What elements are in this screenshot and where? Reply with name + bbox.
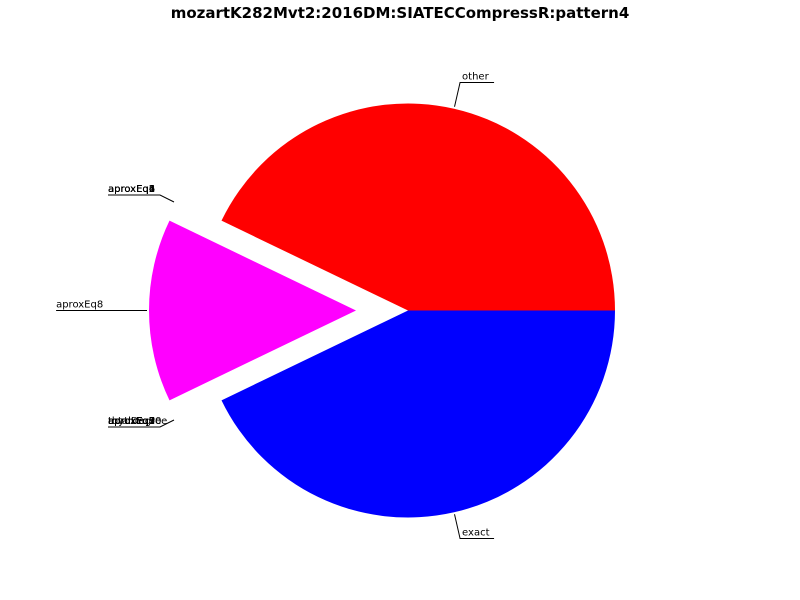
pie-slice-other xyxy=(221,103,615,311)
pie-slice-exact xyxy=(221,310,615,518)
upper-stack-label-aproxeq4-0: aproxEq4 xyxy=(108,184,155,195)
pie-slices xyxy=(149,103,615,518)
lower-stack-label-aproxeq7-5: aproxEq7 xyxy=(108,416,155,427)
lower-stack-label-aproxeq3-3: aproxEq3 xyxy=(108,416,155,427)
chart-title: mozartK282Mvt2:2016DM:SIATECCompressR:pa… xyxy=(170,4,630,22)
pie-slice-aproxeq8 xyxy=(149,220,356,401)
pie-label-aproxeq8: aproxEq8 xyxy=(56,300,103,311)
upper-stack-label-aproxeq1-1: aproxEq1 xyxy=(108,184,155,195)
lower-stack-label-aproxeq5-4: aproxEq5 xyxy=(108,416,155,427)
pie-label-other: other xyxy=(462,71,490,82)
lower-stack-label-rhythm-1: rhythm xyxy=(108,416,144,427)
upper-stack-label-aproxeq2-2: aproxEq2 xyxy=(108,184,155,195)
lower-stack-leader xyxy=(108,419,175,428)
leader-line-exact xyxy=(454,514,495,540)
upper-stack-leader xyxy=(108,194,175,203)
leader-line-other xyxy=(454,81,495,107)
lower-stack-label-aproxeq9-6: aproxEq9 xyxy=(108,416,155,427)
lower-stack-label-aproxeq2-2: aproxEq2 xyxy=(108,416,155,427)
pie-labels: otheraproxEq8exactaproxEq4aproxEq1aproxE… xyxy=(56,71,495,540)
lower-stack-label-aproxeq10-7: aproxEq10 xyxy=(108,416,162,427)
upper-stack-label-aproxeq6-3: aproxEq6 xyxy=(108,184,155,195)
lower-stack-label-totaldegree-0: totalDegree xyxy=(108,416,167,427)
pie-label-exact: exact xyxy=(462,528,490,539)
